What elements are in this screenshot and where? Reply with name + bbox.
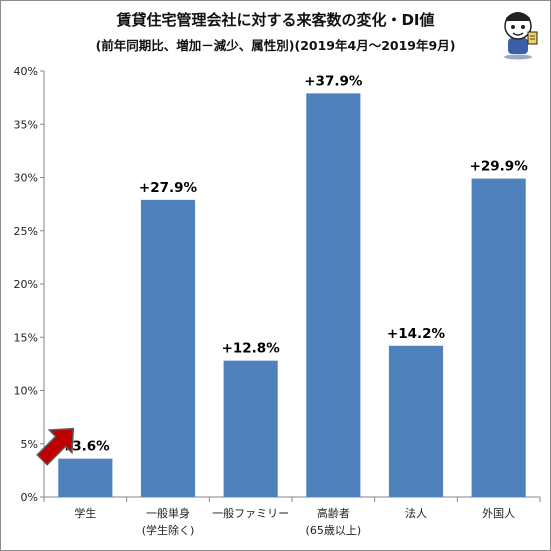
bar xyxy=(223,360,278,497)
x-category-label: (65歳以上) xyxy=(306,524,362,537)
y-tick-label: 20% xyxy=(14,278,38,291)
y-tick-label: 30% xyxy=(14,172,38,185)
y-tick-label: 15% xyxy=(14,331,38,344)
bar xyxy=(388,345,444,497)
x-category-label: (学生除く) xyxy=(142,523,195,537)
y-tick-label: 0% xyxy=(21,491,38,504)
y-tick-label: 10% xyxy=(14,385,38,398)
bar-value-label: +27.9% xyxy=(139,180,198,196)
x-category-label: 法人 xyxy=(405,506,427,520)
y-tick-label: 35% xyxy=(14,118,38,131)
bar xyxy=(58,458,113,497)
x-category-label: 高齢者 xyxy=(317,506,350,520)
bar xyxy=(306,93,361,498)
y-tick-label: 40% xyxy=(14,65,38,78)
x-category-label: 学生 xyxy=(74,506,96,520)
arrow-shape xyxy=(36,427,75,466)
red-pointer-arrow-icon xyxy=(36,427,75,466)
mascot-logo-icon xyxy=(504,12,538,60)
bar-value-label: +12.8% xyxy=(222,341,281,357)
bar xyxy=(140,199,196,498)
x-category-label: 外国人 xyxy=(482,507,515,520)
bar-value-label: +37.9% xyxy=(304,73,363,89)
chart-subtitle: (前年同期比、増加－減少、属性別)(2019年4月～2019年9月) xyxy=(95,38,456,53)
chart-title: 賃貸住宅管理会社に対する来客数の変化・DI値 xyxy=(116,11,435,29)
y-tick-label: 5% xyxy=(21,438,38,451)
x-category-label: 一般ファミリー xyxy=(212,507,289,520)
y-tick-label: 25% xyxy=(14,225,38,238)
bar xyxy=(471,178,526,497)
bar-value-label: +14.2% xyxy=(387,326,446,342)
x-category-label: 一般単身 xyxy=(146,506,190,520)
bar-value-label: +29.9% xyxy=(470,159,529,175)
